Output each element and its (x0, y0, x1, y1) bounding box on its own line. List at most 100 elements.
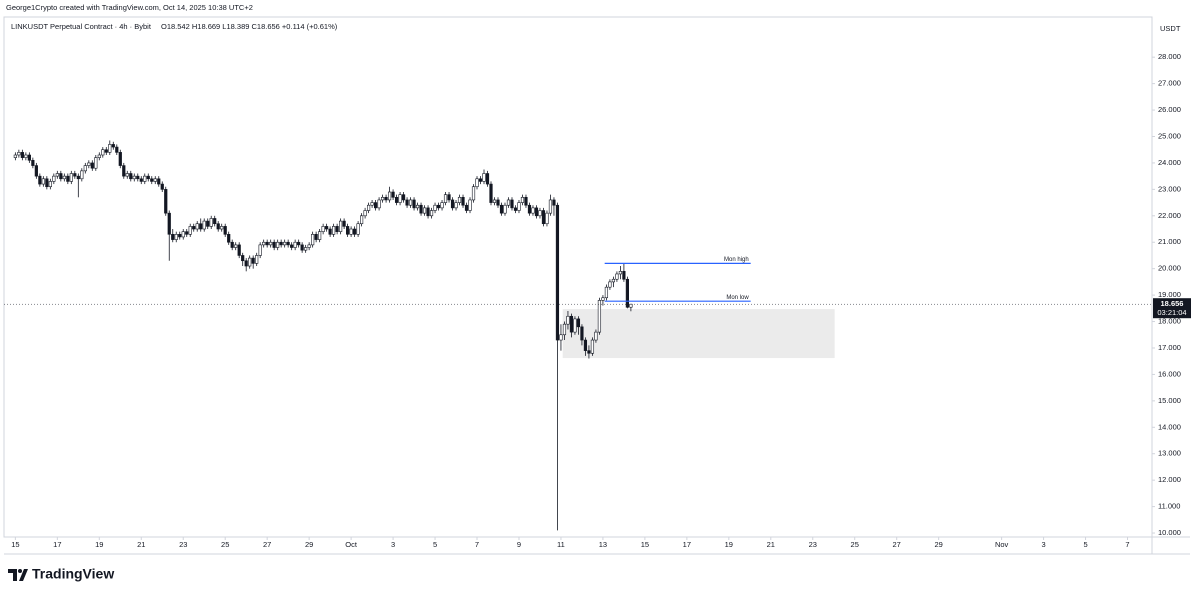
y-tick-label: 25.000 (1158, 131, 1181, 140)
candle-body (129, 173, 133, 180)
candle-body (489, 183, 493, 203)
candle-body (185, 231, 189, 235)
candle-body (342, 220, 346, 227)
candle-body (373, 202, 378, 209)
candle-body (318, 231, 322, 240)
candle-body (461, 196, 465, 206)
candle-body (314, 234, 318, 240)
candle-body (52, 175, 56, 182)
candle-body (325, 226, 329, 230)
candle-body (450, 199, 455, 209)
candle-body (146, 175, 150, 180)
candle-body (216, 223, 220, 230)
candle-body (538, 210, 542, 217)
candle-body (601, 297, 605, 301)
candle-body (297, 241, 301, 246)
candle-body (80, 170, 84, 180)
candle-body (62, 175, 66, 180)
candle-body (517, 202, 521, 211)
candle-body (464, 204, 469, 211)
x-tick-label: 11 (557, 540, 565, 549)
candle-body (34, 165, 38, 177)
candle-body (363, 210, 367, 217)
candle-body (454, 202, 458, 209)
x-tick-label: 19 (725, 540, 733, 549)
candle-body (272, 241, 276, 248)
candle-body (590, 339, 595, 354)
y-axis-label: USDT (1160, 24, 1181, 33)
candle-body (139, 178, 143, 182)
candle-body (513, 207, 518, 211)
x-tick-label: 23 (179, 540, 187, 549)
candle-body (48, 181, 52, 188)
candle-body (387, 191, 392, 201)
y-tick-label: 16.000 (1158, 369, 1181, 378)
candle-body (471, 186, 476, 201)
candle-body (562, 323, 567, 336)
candle-body (370, 202, 374, 206)
candle-body (548, 199, 553, 214)
candle-body (506, 199, 511, 206)
candle-body (576, 318, 581, 328)
candle-body (192, 226, 196, 230)
candle-body (157, 178, 161, 185)
candle-body (38, 175, 42, 185)
candle-body (457, 196, 462, 203)
candle-body (394, 196, 399, 203)
x-tick-label: 19 (95, 540, 103, 549)
y-tick-label: 11.000 (1158, 502, 1180, 511)
candle-body (559, 334, 563, 341)
x-tick-label: 27 (263, 540, 271, 549)
candle-body (440, 202, 444, 209)
candle-body (174, 234, 178, 240)
candle-body (69, 173, 73, 182)
candle-body (485, 173, 490, 185)
candle-body (380, 196, 385, 201)
candle-body (293, 241, 297, 248)
candle-body (244, 260, 248, 267)
last-price-label: 18.656 (1161, 299, 1184, 308)
countdown-label: 03:21:04 (1157, 308, 1186, 317)
candle-body (286, 241, 290, 246)
candle-body (405, 199, 409, 206)
last-price-box (1153, 298, 1191, 319)
y-tick-label: 19.000 (1158, 290, 1181, 299)
candle-body (534, 207, 539, 217)
candle-body (615, 273, 619, 280)
candle-body (101, 149, 105, 156)
candle-body (360, 215, 364, 225)
candle-body (213, 218, 217, 225)
candle-body (104, 149, 108, 153)
candle-body (447, 194, 451, 201)
candle-body (346, 226, 350, 235)
level-label: Mon high (724, 257, 749, 263)
candle-body (545, 212, 549, 225)
candle-body (195, 223, 199, 230)
y-tick-label: 24.000 (1158, 158, 1181, 167)
candle-body (408, 199, 413, 206)
candle-body (300, 244, 304, 251)
candle-body (115, 146, 119, 153)
y-tick-label: 22.000 (1158, 211, 1181, 220)
candle-body (429, 210, 434, 217)
y-tick-label: 26.000 (1158, 105, 1181, 114)
x-tick-label: 7 (1125, 540, 1129, 549)
candle-body (125, 173, 129, 177)
candle-body (520, 196, 525, 203)
level-label: Mon low (726, 295, 749, 301)
candle-body (73, 173, 77, 177)
y-tick-label: 23.000 (1158, 184, 1181, 193)
y-tick-label: 18.000 (1158, 317, 1181, 326)
candle-body (90, 162, 94, 169)
candle-body (321, 226, 325, 232)
candle-body (202, 220, 206, 230)
candle-body (573, 318, 577, 333)
candle-body (220, 226, 224, 230)
candle-body (83, 165, 87, 172)
candle-body (349, 228, 353, 235)
candle-body (164, 189, 168, 214)
candle-body (150, 178, 154, 182)
candle-body (276, 241, 280, 248)
candle-body (587, 350, 591, 354)
candle-body (31, 159, 35, 166)
